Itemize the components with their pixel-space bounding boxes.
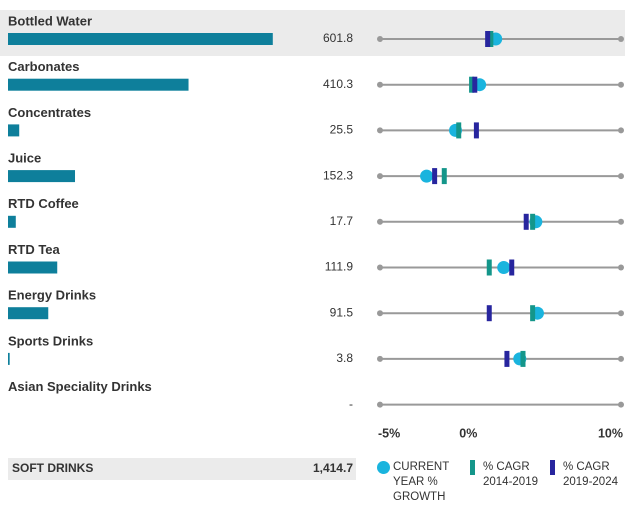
growth-dot — [420, 169, 434, 183]
category-label: RTD Tea — [8, 242, 61, 257]
range-end — [618, 355, 624, 362]
category-label: Juice — [8, 151, 41, 166]
cagr-mark — [456, 122, 462, 139]
growth-dot — [497, 261, 511, 274]
bar — [8, 33, 273, 45]
range-end — [377, 264, 383, 271]
range-end — [618, 36, 624, 42]
x-tick-label: -5% — [378, 426, 400, 440]
bar — [8, 170, 76, 183]
value-label: 3.8 — [336, 351, 353, 365]
value-label: 25.5 — [330, 123, 354, 137]
legend-swatch — [550, 460, 555, 475]
legend-label: % CAGR 2014-2019 — [483, 461, 538, 488]
cagr-mark — [523, 213, 529, 230]
total-band — [8, 458, 356, 480]
cagr-mark — [485, 31, 491, 47]
cagr-mark — [530, 305, 536, 322]
bar — [8, 215, 16, 228]
category-label: Concentrates — [8, 105, 91, 120]
category-label: Asian Speciality Drinks — [8, 379, 152, 394]
range-end — [377, 218, 383, 225]
range-end — [618, 127, 624, 134]
value-label: 410.3 — [323, 77, 353, 91]
range-end — [377, 355, 383, 362]
bar — [8, 78, 189, 91]
legend-label: CURRENT YEAR % GROWTH — [393, 461, 450, 503]
cagr-mark — [469, 76, 475, 93]
cagr-mark — [441, 168, 447, 185]
range-end — [618, 173, 624, 180]
range-end — [377, 401, 383, 408]
category-label: Sports Drinks — [8, 333, 93, 348]
range-end — [377, 310, 383, 317]
cagr-mark — [520, 350, 526, 367]
value-label: 601.8 — [323, 31, 353, 45]
range-end — [377, 173, 383, 180]
range-end — [618, 264, 624, 271]
value-label: 111.9 — [325, 260, 354, 274]
value-label: 91.5 — [330, 305, 354, 319]
range-end — [618, 401, 624, 408]
cagr-mark — [509, 259, 515, 276]
cagr-mark — [504, 350, 510, 367]
total-label: SOFT DRINKS — [12, 461, 93, 475]
bar — [8, 307, 49, 320]
value-label: 152.3 — [323, 168, 353, 182]
total-value: 1,414.7 — [313, 461, 353, 475]
x-tick-label: 0% — [459, 426, 477, 440]
cagr-mark — [472, 76, 478, 93]
cagr-mark — [530, 213, 536, 230]
category-label: Energy Drinks — [8, 288, 96, 303]
cagr-mark — [486, 259, 492, 276]
bar — [8, 261, 58, 274]
category-label: RTD Coffee — [8, 196, 79, 211]
range-end — [618, 218, 624, 225]
legend-swatch — [377, 461, 390, 474]
value-label: - — [349, 397, 353, 411]
range-end — [377, 127, 383, 134]
cagr-mark — [432, 168, 438, 185]
category-label: Carbonates — [8, 59, 80, 74]
range-end — [377, 36, 383, 42]
x-tick-label: 10% — [598, 426, 623, 440]
legend-label: % CAGR 2019-2024 — [563, 461, 618, 488]
category-label: Bottled Water — [8, 13, 92, 28]
legend-swatch — [470, 460, 475, 475]
bar — [8, 124, 20, 137]
range-end — [377, 81, 383, 88]
bar — [8, 352, 10, 365]
range-end — [618, 310, 624, 317]
cagr-mark — [488, 31, 494, 47]
value-label: 17.7 — [330, 214, 354, 228]
cagr-mark — [486, 305, 492, 322]
cagr-mark — [473, 122, 479, 139]
range-end — [618, 81, 624, 88]
